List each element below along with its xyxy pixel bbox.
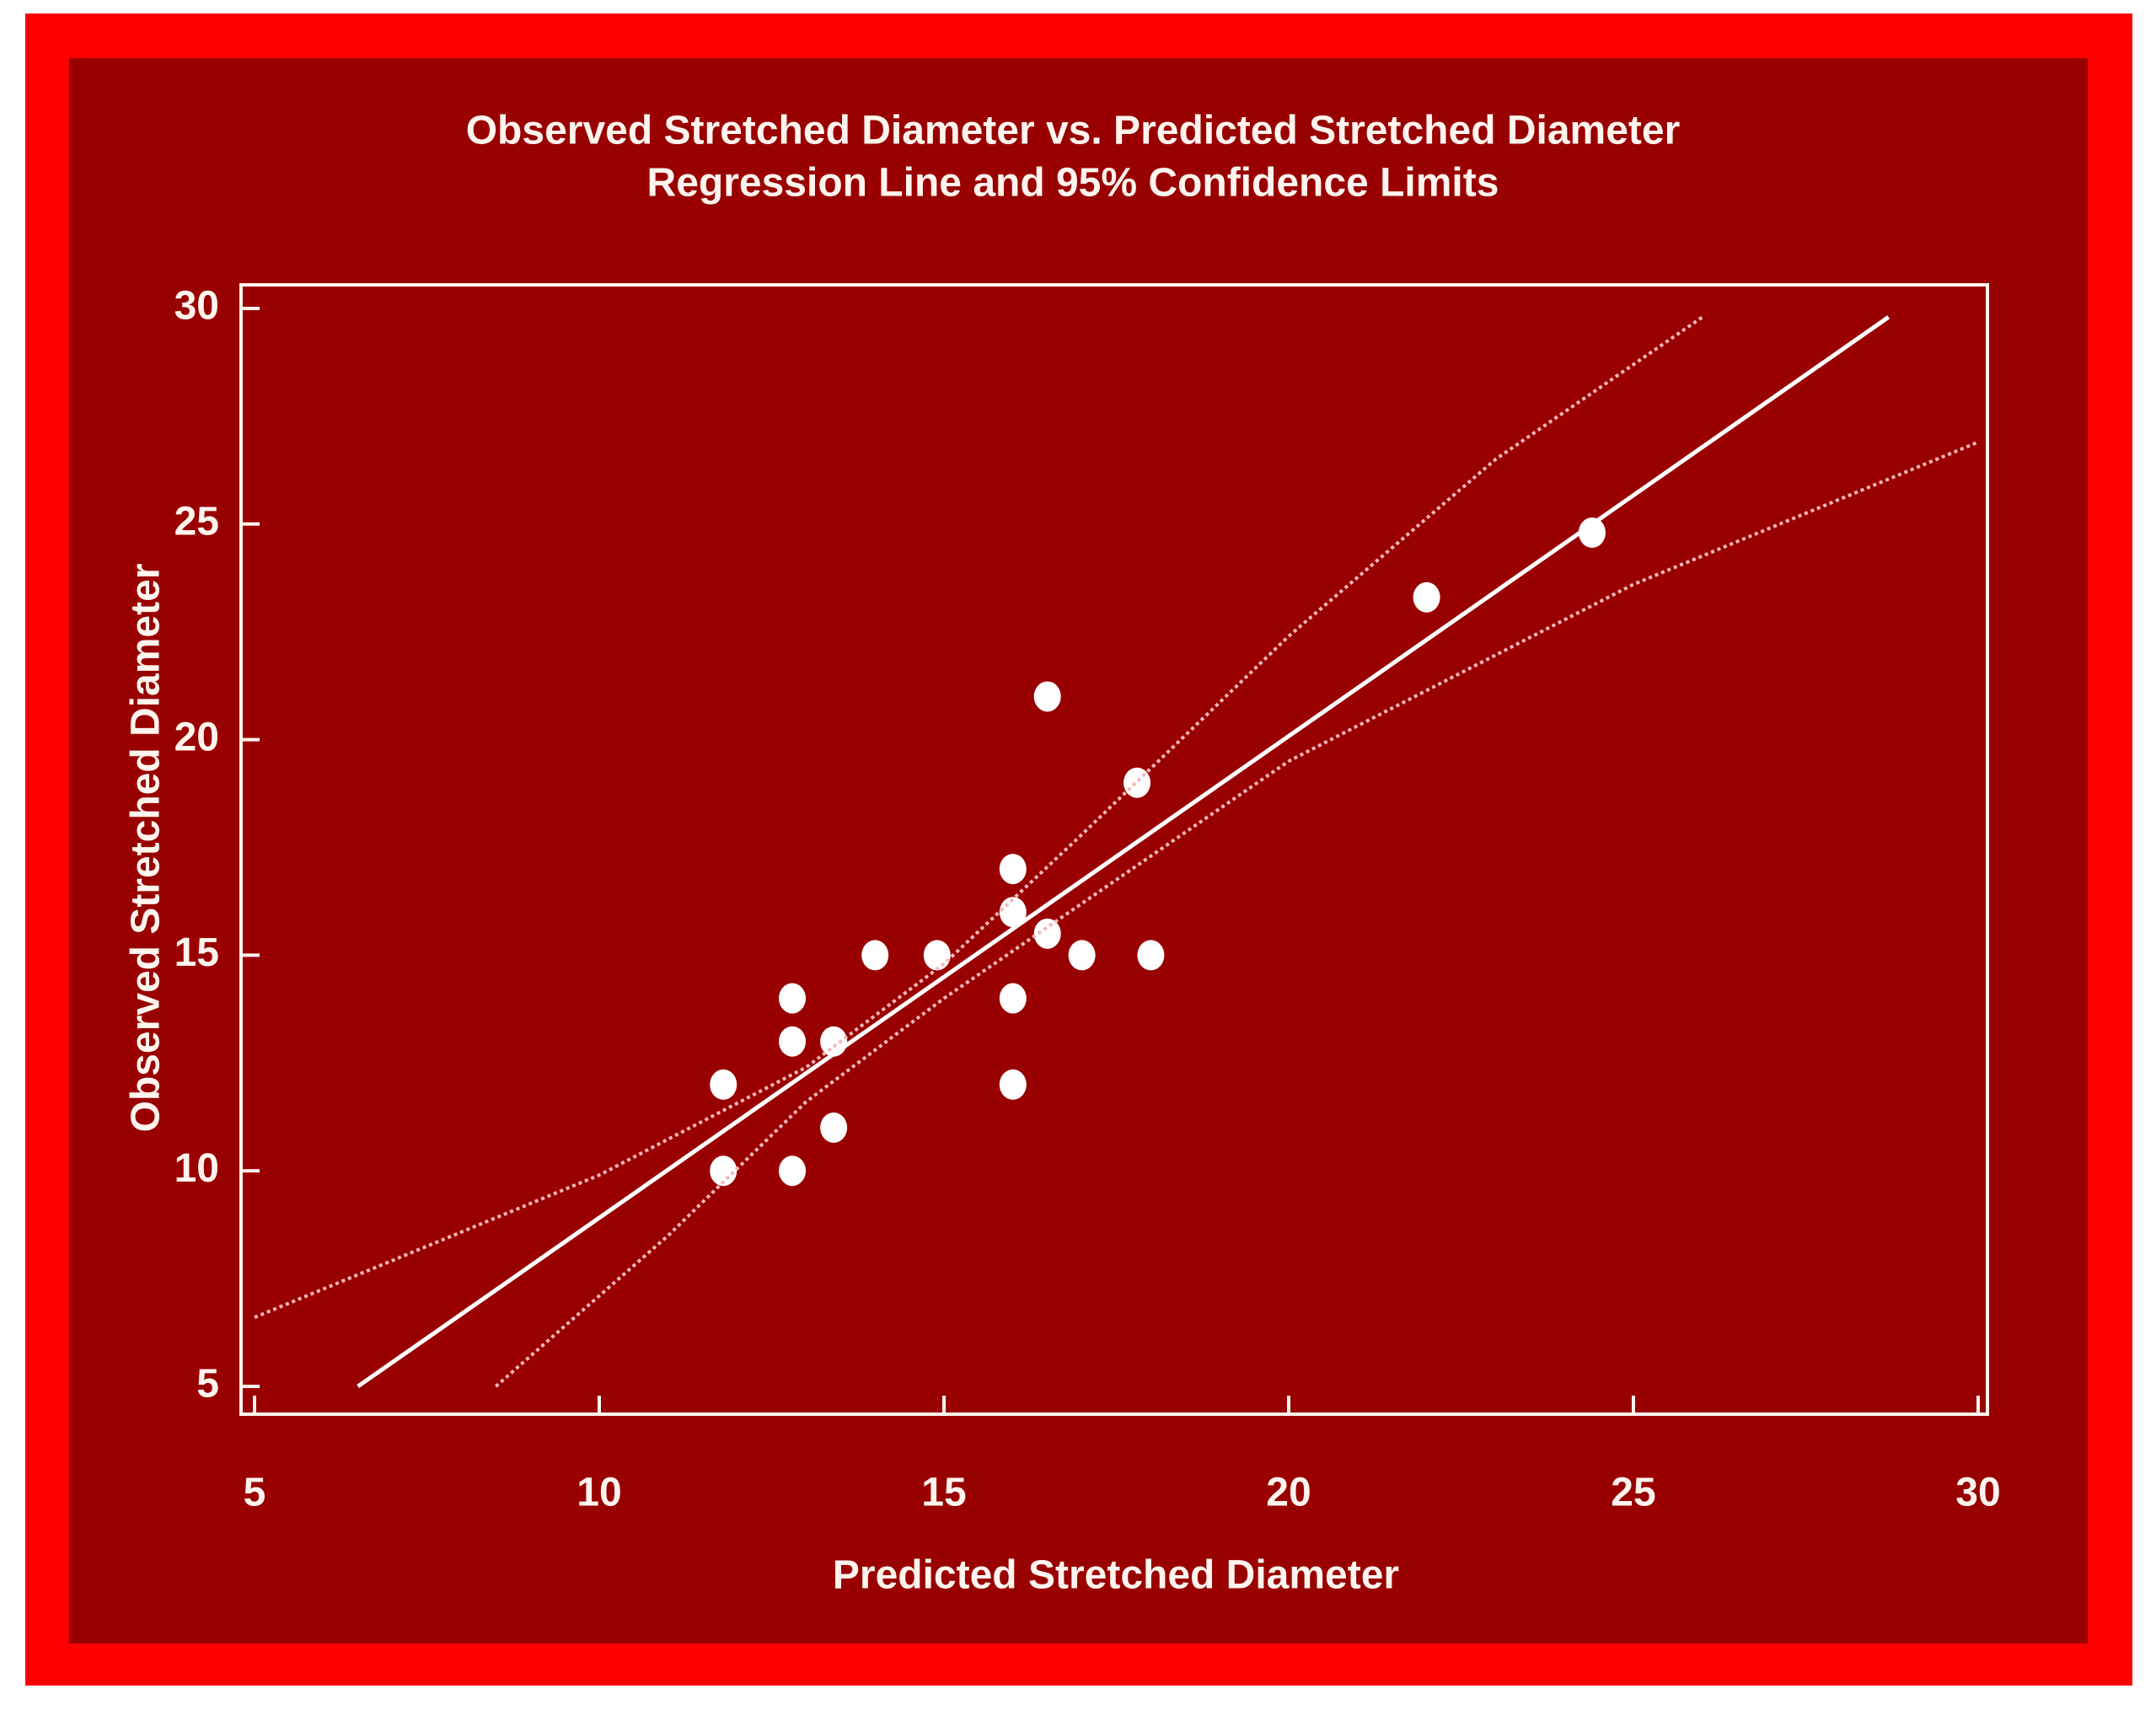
y-tick-label: 20 <box>174 715 219 759</box>
data-point <box>1033 918 1061 949</box>
data-point <box>999 983 1027 1014</box>
data-point <box>1124 767 1151 798</box>
data-point <box>999 1069 1027 1100</box>
data-point <box>999 854 1027 885</box>
y-tick-label: 5 <box>196 1362 219 1407</box>
data-point <box>923 940 951 971</box>
y-tick-label: 15 <box>174 930 219 975</box>
x-tick-label: 10 <box>577 1471 621 1515</box>
chart-subtitle: Regression Line and 95% Confidence Limit… <box>647 161 1499 206</box>
y-axis-label: Observed Stretched Diameter <box>124 564 169 1133</box>
data-point <box>710 1069 737 1100</box>
data-point <box>1033 681 1061 712</box>
x-tick-label: 5 <box>244 1471 266 1515</box>
y-tick-label: 30 <box>174 284 219 329</box>
data-point <box>779 983 807 1014</box>
x-tick-label: 30 <box>1955 1471 2000 1515</box>
data-point <box>779 1026 807 1057</box>
y-tick-label: 10 <box>174 1146 219 1191</box>
x-tick-label: 20 <box>1266 1471 1311 1515</box>
data-point <box>1578 517 1606 549</box>
x-axis-label: Predicted Stretched Diameter <box>833 1553 1399 1598</box>
plot-frame <box>239 283 1989 1416</box>
x-tick-label: 15 <box>921 1471 966 1515</box>
confidence-limit <box>494 440 1979 1388</box>
confidence-limit <box>254 315 1703 1319</box>
data-point <box>710 1155 737 1187</box>
data-point <box>1137 940 1165 971</box>
y-tick-label: 25 <box>174 499 219 544</box>
data-point <box>779 1155 807 1187</box>
chart-title: Observed Stretched Diameter vs. Predicte… <box>466 109 1681 153</box>
background <box>69 58 2088 1643</box>
data-point <box>861 940 889 971</box>
x-tick-label: 25 <box>1611 1471 1655 1515</box>
regression-line <box>357 315 1891 1389</box>
data-point <box>820 1112 848 1144</box>
data-point <box>1413 582 1440 613</box>
data-point <box>1068 940 1096 971</box>
